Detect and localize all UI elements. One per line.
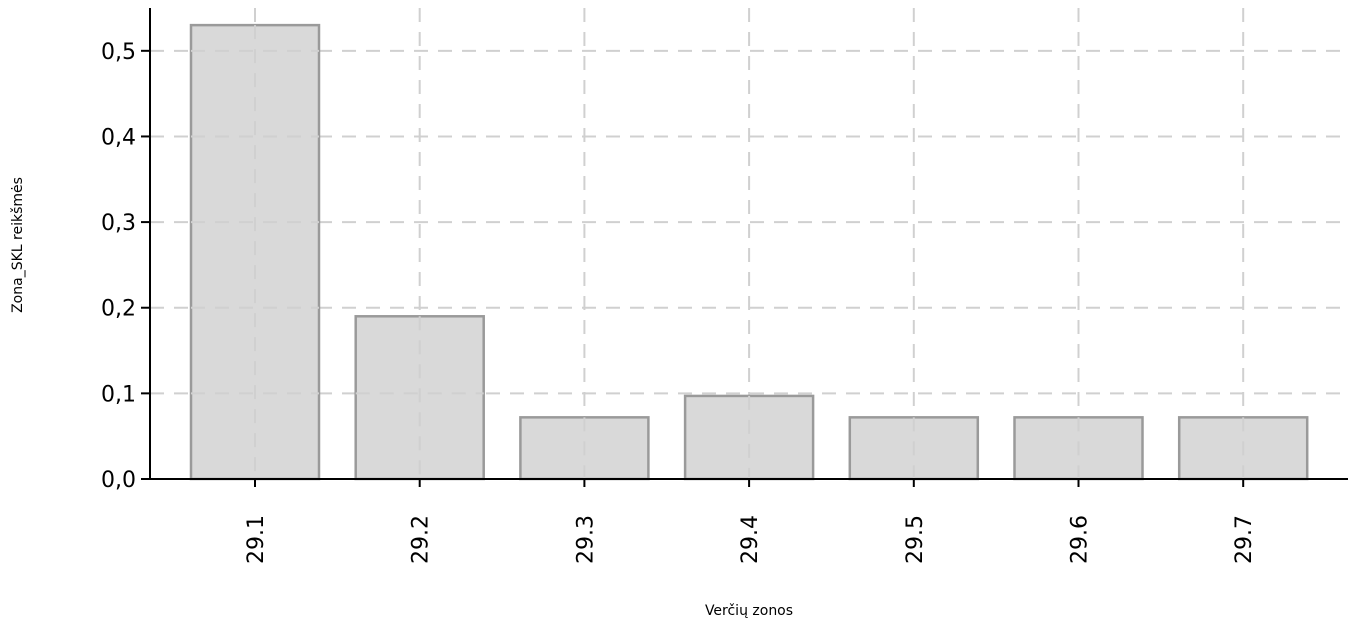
y-tick-label: 0,3 bbox=[101, 211, 136, 236]
bars bbox=[189, 23, 1309, 481]
y-tick-label: 0,0 bbox=[101, 468, 136, 493]
x-tick-label: 29.7 bbox=[1232, 515, 1257, 564]
gridlines-overlay bbox=[191, 25, 1245, 479]
y-axis-label: Zona_SKL reikšmės bbox=[10, 177, 26, 313]
y-tick-label: 0,5 bbox=[101, 40, 136, 65]
y-tick-label: 0,1 bbox=[101, 382, 136, 407]
x-tick-label: 29.4 bbox=[738, 515, 763, 564]
x-tick-label: 29.6 bbox=[1068, 515, 1093, 564]
y-tick-label: 0,2 bbox=[101, 297, 136, 322]
x-tick-label: 29.5 bbox=[903, 515, 928, 564]
x-tick-label: 29.2 bbox=[409, 515, 434, 564]
y-tick-labels: 0,0 0,1 0,2 0,3 0,4 0,5 bbox=[101, 40, 150, 493]
x-axis-label: Verčių zonos bbox=[705, 603, 793, 619]
y-tick-label: 0,4 bbox=[101, 125, 136, 150]
x-tick-label: 29.3 bbox=[573, 515, 598, 564]
x-tick-label: 29.1 bbox=[244, 515, 269, 564]
x-tick-labels: 29.1 29.2 29.3 29.4 29.5 29.6 29.7 bbox=[244, 479, 1257, 564]
